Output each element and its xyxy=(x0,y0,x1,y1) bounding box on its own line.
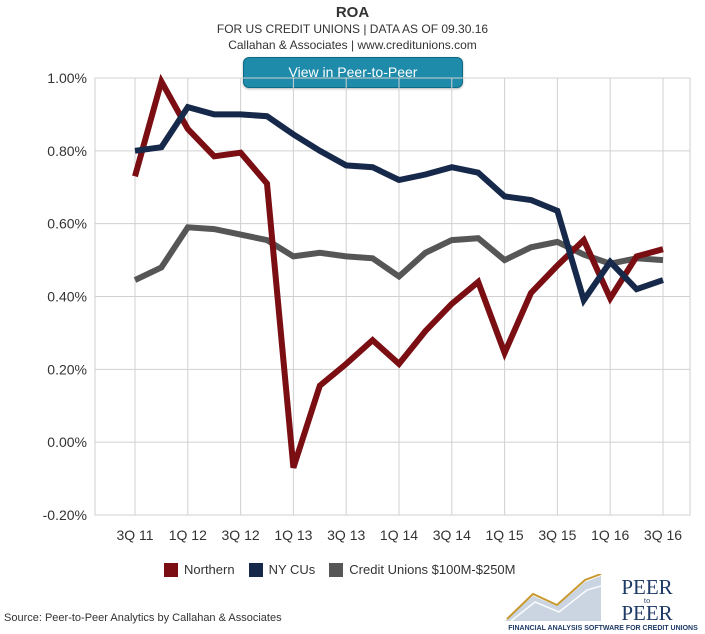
x-tick-label: 1Q 14 xyxy=(380,527,418,543)
x-tick-label: 3Q 11 xyxy=(116,527,153,543)
x-tick-label: 1Q 13 xyxy=(274,527,312,543)
chart-legend: Northern NY CUs Credit Unions $100M-$250… xyxy=(164,562,530,577)
svg-text:to: to xyxy=(644,596,650,605)
svg-text:FINANCIAL ANALYSIS SOFTWARE FO: FINANCIAL ANALYSIS SOFTWARE FOR CREDIT U… xyxy=(508,625,698,632)
peer-to-peer-logo: PEER to PEER FINANCIAL ANALYSIS SOFTWARE… xyxy=(505,574,698,632)
chart-title: ROA xyxy=(335,4,370,21)
legend-item-ny-cus[interactable]: NY CUs xyxy=(248,562,316,577)
view-in-peer-to-peer-button[interactable]: View in Peer-to-Peer xyxy=(243,57,463,88)
x-tick-label: 3Q 16 xyxy=(644,527,682,543)
series-line-northern[interactable] xyxy=(132,73,664,469)
y-tick-label: -0.20% xyxy=(43,507,87,523)
x-tick-label: 3Q 12 xyxy=(222,527,260,543)
source-note: Source: Peer-to-Peer Analytics by Callah… xyxy=(4,612,282,624)
x-tick-label: 3Q 13 xyxy=(327,527,365,543)
svg-text:PEER: PEER xyxy=(621,601,672,625)
series-line-ny-cus[interactable] xyxy=(134,103,664,307)
y-tick-label: 0.20% xyxy=(47,361,87,377)
grid-lines xyxy=(94,77,691,516)
chart-credit: Callahan & Associates | www.creditunions… xyxy=(228,38,477,52)
y-tick-label: 0.60% xyxy=(47,216,87,232)
x-tick-label: 3Q 15 xyxy=(538,527,576,543)
x-tick-label: 1Q 15 xyxy=(486,527,524,543)
legend-swatch-northern xyxy=(164,562,178,577)
x-axis-tick-labels: 3Q 11 1Q 12 3Q 12 1Q 13 3Q 13 1Q 14 3Q 14 1Q 15… xyxy=(116,527,682,543)
data-series xyxy=(132,73,664,469)
legend-label-ny-cus: NY CUs xyxy=(268,562,316,577)
y-tick-label: 0.00% xyxy=(47,434,87,450)
legend-label-credit-unions: Credit Unions $100M-$250M xyxy=(349,562,516,577)
svg-text:PEER: PEER xyxy=(621,575,672,599)
x-tick-label: 1Q 16 xyxy=(591,527,629,543)
y-axis-tick-labels: -0.20% 0.00% 0.20% 0.40% 0.60% 0.80% 1.00% xyxy=(43,70,87,523)
x-tick-label: 1Q 12 xyxy=(169,527,207,543)
legend-item-credit-unions-100m-250m[interactable]: Credit Unions $100M-$250M xyxy=(329,562,516,577)
chart-subtitle: FOR US CREDIT UNIONS | DATA AS OF 09.30.… xyxy=(216,22,489,36)
legend-swatch-ny-cus xyxy=(248,562,263,577)
legend-item-northern[interactable]: Northern xyxy=(164,562,235,577)
legend-label-northern: Northern xyxy=(184,562,235,577)
legend-swatch-credit-unions xyxy=(329,562,344,577)
y-tick-label: 0.40% xyxy=(47,289,87,305)
y-tick-label: 0.80% xyxy=(47,143,87,159)
y-tick-label: 1.00% xyxy=(47,70,87,86)
x-tick-label: 3Q 14 xyxy=(433,527,471,543)
roa-line-chart: -0.20% 0.00% 0.20% 0.40% 0.60% 0.80% 1.00% 3Q … xyxy=(43,70,691,543)
